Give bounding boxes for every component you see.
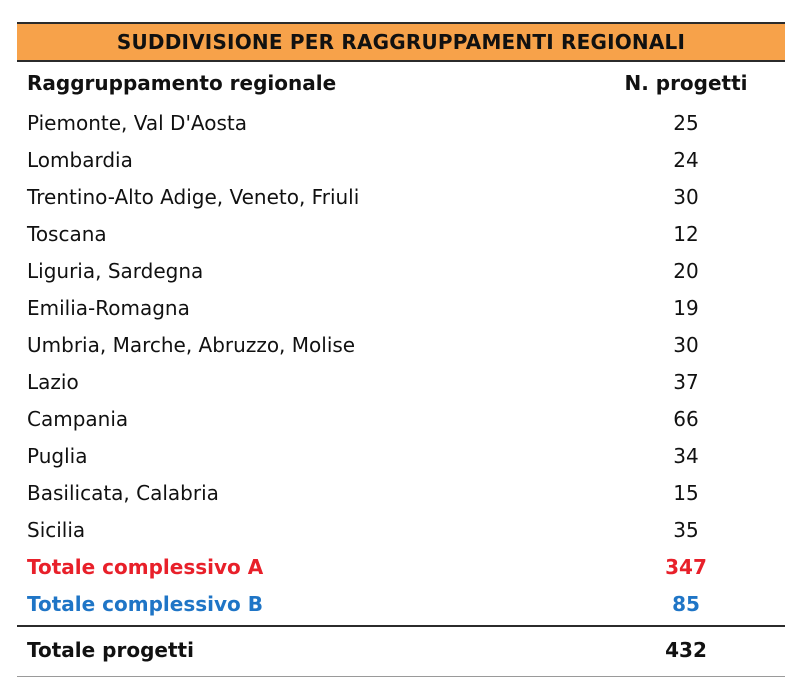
row-count: 15 <box>673 480 699 505</box>
total-b-count: 85 <box>672 591 700 616</box>
table-row: Trentino-Alto Adige, Veneto, Friuli 30 <box>17 178 785 215</box>
table-row: Emilia-Romagna 19 <box>17 289 785 326</box>
grand-total-label: Totale progetti <box>27 637 194 662</box>
table-row: Puglia 34 <box>17 437 785 474</box>
table-row: Liguria, Sardegna 20 <box>17 252 785 289</box>
row-region: Emilia-Romagna <box>27 295 190 320</box>
table-header-row: Raggruppamento regionale N. progetti <box>17 62 785 104</box>
total-a-label: Totale complessivo A <box>27 554 264 579</box>
table-row: Sicilia 35 <box>17 511 785 548</box>
table-row: Basilicata, Calabria 15 <box>17 474 785 511</box>
total-b-label: Totale complessivo B <box>27 591 263 616</box>
table-row: Campania 66 <box>17 400 785 437</box>
row-region: Sicilia <box>27 517 86 542</box>
total-b-row: Totale complessivo B 85 <box>17 585 785 622</box>
row-count: 66 <box>673 406 699 431</box>
row-count: 19 <box>673 295 699 320</box>
total-divider <box>17 625 785 627</box>
total-a-count: 347 <box>665 554 707 579</box>
row-region: Trentino-Alto Adige, Veneto, Friuli <box>27 184 360 209</box>
header-region: Raggruppamento regionale <box>27 71 337 95</box>
row-region: Toscana <box>27 221 107 246</box>
row-count: 20 <box>673 258 699 283</box>
row-count: 30 <box>673 184 699 209</box>
row-count: 35 <box>673 517 699 542</box>
row-region: Lombardia <box>27 147 133 172</box>
table-title: SUDDIVISIONE PER RAGGRUPPAMENTI REGIONAL… <box>17 22 785 62</box>
row-region: Basilicata, Calabria <box>27 480 219 505</box>
header-count: N. progetti <box>624 71 748 95</box>
row-count: 34 <box>673 443 699 468</box>
total-a-row: Totale complessivo A 347 <box>17 548 785 585</box>
row-region: Lazio <box>27 369 79 394</box>
row-region: Puglia <box>27 443 88 468</box>
bottom-divider <box>17 676 785 677</box>
row-count: 30 <box>673 332 699 357</box>
table-row: Umbria, Marche, Abruzzo, Molise 30 <box>17 326 785 363</box>
row-region: Liguria, Sardegna <box>27 258 204 283</box>
grand-total-count: 432 <box>665 637 707 662</box>
row-count: 12 <box>673 221 699 246</box>
row-region: Piemonte, Val D'Aosta <box>27 110 248 135</box>
regional-projects-table: SUDDIVISIONE PER RAGGRUPPAMENTI REGIONAL… <box>17 22 785 677</box>
row-count: 24 <box>673 147 699 172</box>
row-count: 25 <box>673 110 699 135</box>
grand-total-row: Totale progetti 432 <box>17 627 785 672</box>
row-region: Campania <box>27 406 129 431</box>
row-region: Umbria, Marche, Abruzzo, Molise <box>27 332 356 357</box>
row-count: 37 <box>673 369 699 394</box>
table-row: Toscana 12 <box>17 215 785 252</box>
table-row: Piemonte, Val D'Aosta 25 <box>17 104 785 141</box>
table-row: Lombardia 24 <box>17 141 785 178</box>
table-row: Lazio 37 <box>17 363 785 400</box>
